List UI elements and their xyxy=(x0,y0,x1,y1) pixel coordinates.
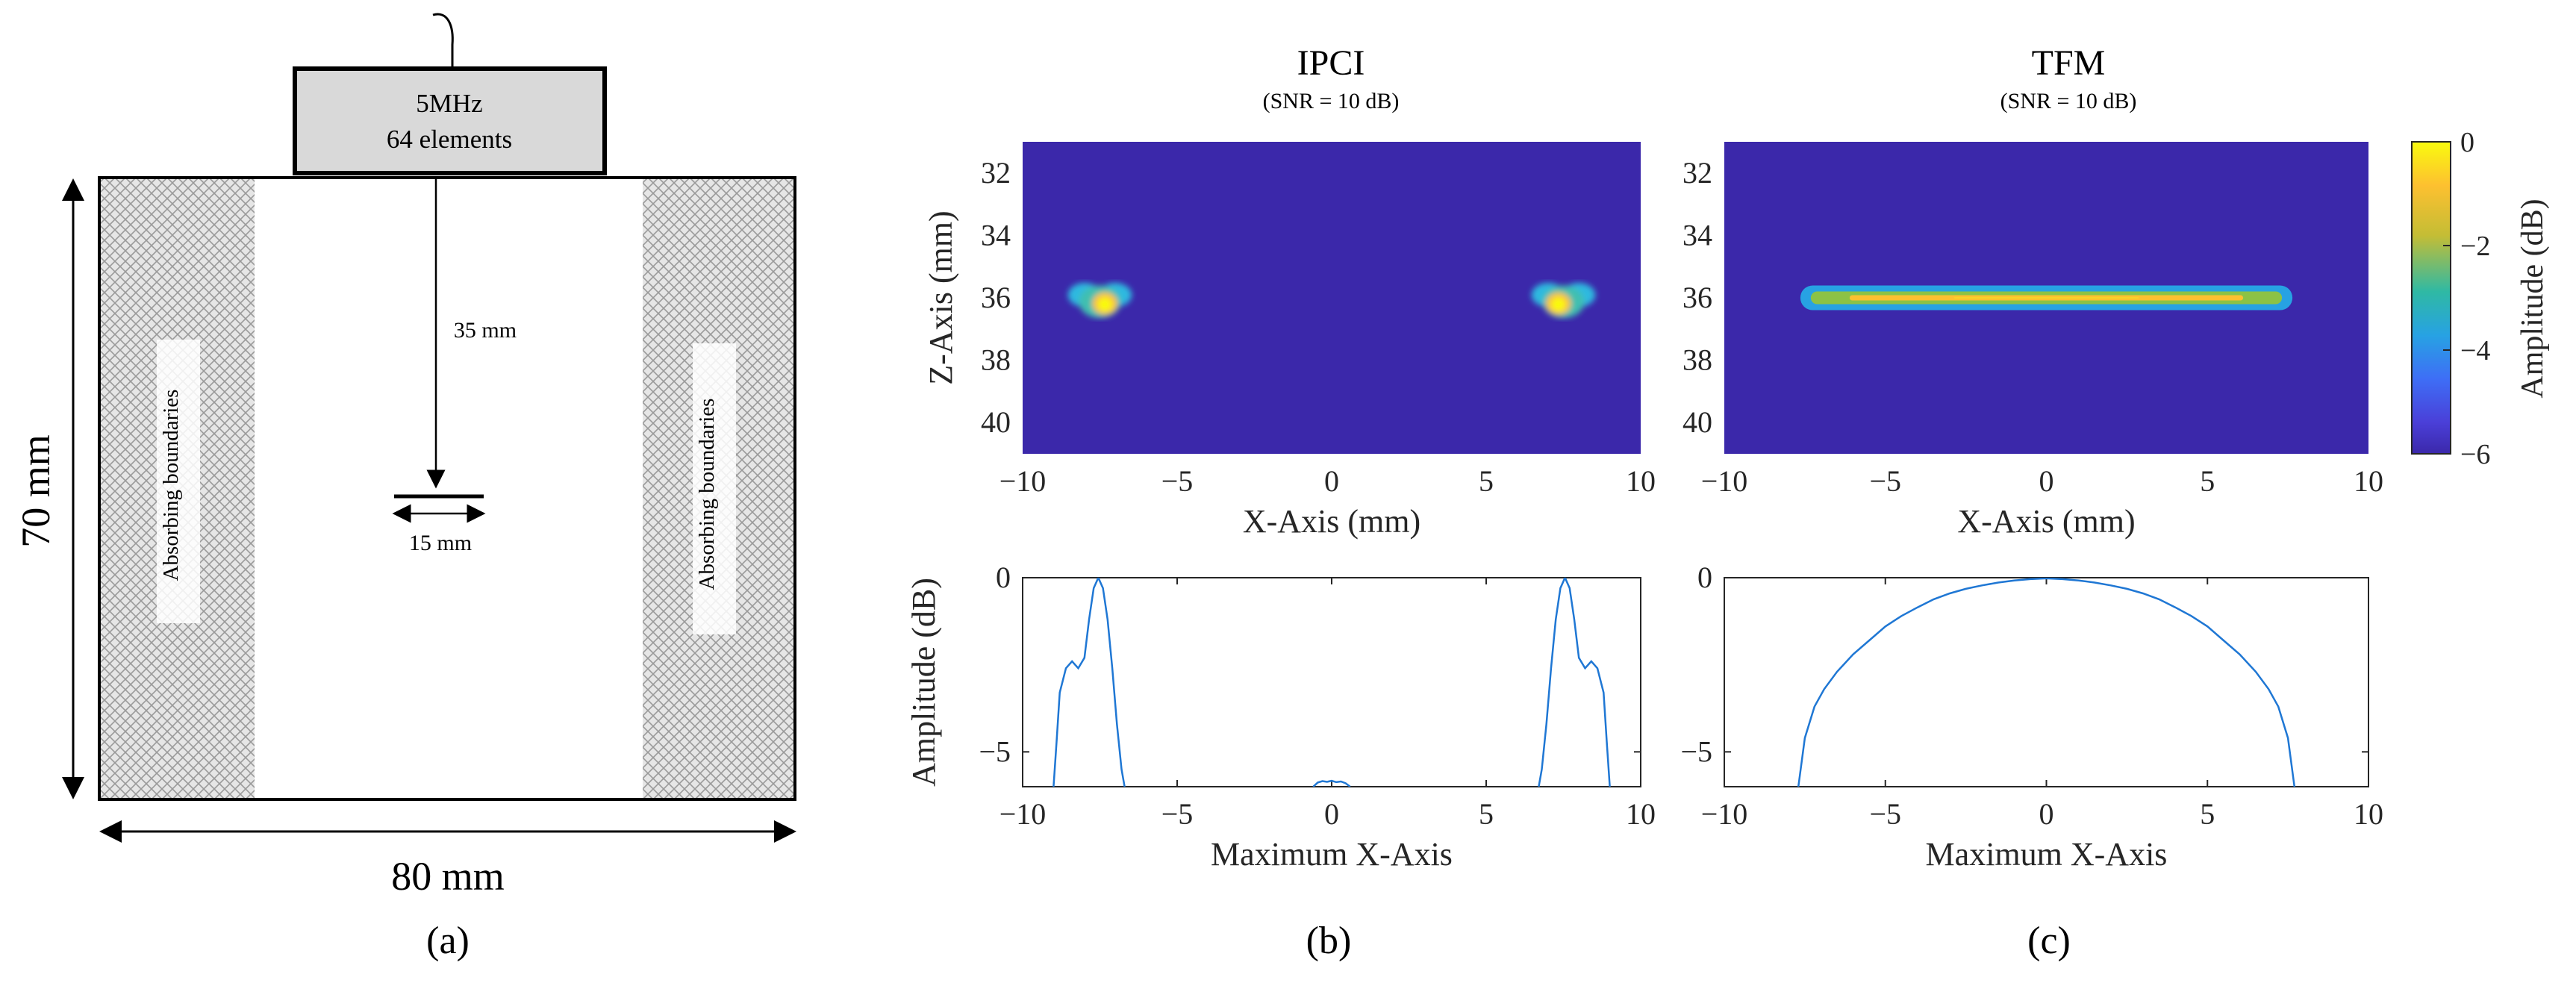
series-line-ipci-2 xyxy=(1538,578,1611,787)
probe-box xyxy=(293,66,607,175)
y-tick-label: 0 xyxy=(996,561,1011,594)
tfm-profile-chart: −10 −5 0 5 10 0 −5 Maximum X-Axis xyxy=(1680,561,2383,873)
y-tick-label: 0 xyxy=(1697,561,1712,594)
x-tick-label: 5 xyxy=(2200,797,2215,831)
y-axis-label: Amplitude (dB) xyxy=(905,578,942,787)
panel-a-label: (a) xyxy=(426,920,470,962)
width-label: 80 mm xyxy=(391,854,505,899)
x-tick-label: 5 xyxy=(1479,797,1494,831)
y-tick-label: 38 xyxy=(981,343,1011,377)
panel-b-label: (b) xyxy=(1306,920,1352,962)
height-label: 70 mm xyxy=(13,434,58,548)
x-tick-label: 10 xyxy=(2354,464,2383,498)
probe-cable xyxy=(432,13,454,69)
x-axis-label: Maximum X-Axis xyxy=(1926,836,2168,873)
ipci-title: IPCI xyxy=(1297,43,1365,83)
y-tick-label: 34 xyxy=(1682,218,1712,252)
plot-area xyxy=(1724,577,2369,787)
y-tick-label: 36 xyxy=(1682,281,1712,314)
colorbar-tick-2: −4 xyxy=(2460,335,2490,366)
probe-frequency: 5MHz xyxy=(416,89,482,118)
y-tick-label: 34 xyxy=(981,218,1011,252)
x-tick-label: 5 xyxy=(1479,464,1494,498)
y-tick-label: 38 xyxy=(1682,343,1712,377)
x-tick-label: −5 xyxy=(1161,464,1194,498)
x-tick-label: 10 xyxy=(1626,464,1656,498)
y-tick-label: 36 xyxy=(981,281,1011,314)
x-tick-label: −10 xyxy=(999,797,1047,831)
colorbar-tick-0: 0 xyxy=(2460,127,2474,158)
tfm-title: TFM xyxy=(2032,43,2106,83)
y-tick-label: 40 xyxy=(981,405,1011,439)
colorbar-gradient xyxy=(2411,141,2451,455)
y-tick-label: 40 xyxy=(1682,405,1712,439)
x-tick-label: −5 xyxy=(1161,797,1194,831)
x-tick-label: 0 xyxy=(2039,464,2054,498)
tfm-image-chart: −10 −5 0 5 10 32 34 36 38 40 X-Axis (mm) xyxy=(1682,142,2383,540)
band-core xyxy=(1953,297,2139,299)
x-tick-label: 0 xyxy=(2039,797,2054,831)
y-tick-label: 32 xyxy=(981,156,1011,190)
series-line-tfm-0 xyxy=(1797,578,2296,787)
probe-elements: 64 elements xyxy=(387,125,512,154)
x-axis-label: X-Axis (mm) xyxy=(1243,503,1420,540)
heatmap-hotspot xyxy=(1531,283,1596,319)
x-tick-label: −10 xyxy=(1701,797,1748,831)
x-tick-label: −5 xyxy=(1869,464,1901,498)
colorbar: 0 −2 −4 −6 Amplitude (dB) xyxy=(2411,127,2550,470)
series-line-ipci-0 xyxy=(1052,578,1126,787)
y-tick-label: −5 xyxy=(979,734,1011,768)
boundary-label-left: Absorbing boundaries xyxy=(159,390,183,581)
heatmap-content xyxy=(1067,283,1596,319)
x-tick-label: −5 xyxy=(1869,797,1901,831)
x-tick-label: 10 xyxy=(1626,797,1656,831)
y-axis-label: Z-Axis (mm) xyxy=(923,210,959,384)
y-tick-label: 32 xyxy=(1682,156,1712,190)
x-tick-label: −10 xyxy=(1701,464,1748,498)
ipci-profile-chart: −10 −5 0 5 10 0 −5 Maximum X-Axis Amplitude (dB) xyxy=(905,561,1656,873)
y-tick-label: −5 xyxy=(1680,734,1712,768)
ipci-image-chart: −10 −5 0 5 10 32 34 36 38 40 X-Axis (mm) Z-Axis (mm… xyxy=(923,142,1656,540)
heatmap-band xyxy=(1800,285,2293,310)
depth-label: 35 mm xyxy=(454,318,517,343)
x-axis-label: Maximum X-Axis xyxy=(1211,836,1453,873)
colorbar-label: Amplitude (dB) xyxy=(2516,199,2550,398)
colorbar-tick-3: −6 xyxy=(2460,439,2490,470)
boundary-label-right: Absorbing boundaries xyxy=(695,399,719,590)
x-tick-label: 10 xyxy=(2354,797,2383,831)
panel-c-label: (c) xyxy=(2027,920,2071,962)
series-line-ipci-1 xyxy=(1312,779,1351,787)
colorbar-tick-1: −2 xyxy=(2460,231,2490,262)
defect-label: 15 mm xyxy=(409,531,472,555)
plot-area xyxy=(1022,577,1641,787)
ipci-subtitle: (SNR = 10 dB) xyxy=(1263,89,1400,113)
x-tick-label: 5 xyxy=(2200,464,2215,498)
x-tick-label: −10 xyxy=(999,464,1047,498)
x-axis-label: X-Axis (mm) xyxy=(1957,503,2135,540)
tfm-subtitle: (SNR = 10 dB) xyxy=(2000,89,2137,113)
x-tick-label: 0 xyxy=(1324,797,1339,831)
heatmap-content xyxy=(1800,285,2293,310)
x-tick-label: 0 xyxy=(1324,464,1339,498)
heatmap-hotspot xyxy=(1067,283,1132,319)
panel-a-schematic: 5MHz 64 elements Absorbing boundaries Ab… xyxy=(13,13,796,962)
